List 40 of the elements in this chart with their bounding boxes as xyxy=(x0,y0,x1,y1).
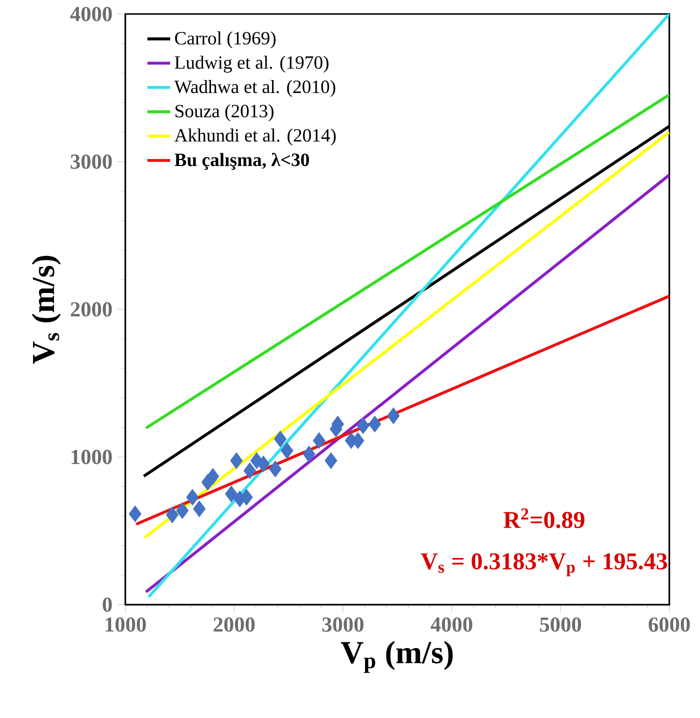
y-tick-label: 1000 xyxy=(72,450,112,464)
point xyxy=(274,430,287,448)
y-tick-label: 4000 xyxy=(70,6,112,22)
legend-label: Carrol (1969) xyxy=(175,31,276,48)
point xyxy=(268,460,282,478)
point xyxy=(312,432,326,449)
point xyxy=(230,452,243,469)
point xyxy=(302,446,316,462)
point xyxy=(356,417,370,434)
x-axis-title: V$_{p}$ (m/s) xyxy=(340,640,453,673)
point xyxy=(280,442,294,459)
x-tick-label: 6000 xyxy=(648,617,690,632)
x-tick-label: 3000 xyxy=(322,617,364,632)
point xyxy=(176,502,189,519)
point xyxy=(368,416,382,432)
point xyxy=(206,468,220,485)
legend-label: Ludwig et al. (1970) xyxy=(174,56,328,73)
point xyxy=(244,462,256,479)
y-tick-label: 3000 xyxy=(70,154,112,169)
annotation: V$_{s}$ = 0.3183*V$_{p}$ + 195.43 xyxy=(420,553,668,576)
legend-label: Wadhwa et al. (2010) xyxy=(174,80,336,97)
point xyxy=(186,489,199,506)
x-tick-label: 4000 xyxy=(430,617,472,632)
x-tick-label: 1000 xyxy=(106,617,146,632)
annotation: R$^{2}$=0.89 xyxy=(504,508,584,528)
point xyxy=(225,486,238,502)
y-tick-label: 0 xyxy=(102,597,112,612)
legend-label: Souza (2013) xyxy=(176,104,274,122)
y-axis-title: V$_{s}$ (m/s) xyxy=(32,256,61,364)
point xyxy=(193,500,206,518)
x-tick-label: 5000 xyxy=(540,617,582,632)
y-tick-label: 2000 xyxy=(70,302,112,317)
point xyxy=(387,408,400,424)
legend-label: Akhundi et al. (2014) xyxy=(174,128,336,146)
point xyxy=(324,452,338,469)
legend-label: Bu çalışma, λ<30 xyxy=(174,152,309,170)
point xyxy=(128,506,142,522)
point xyxy=(257,456,270,472)
point xyxy=(166,506,178,524)
x-tick-label: 2000 xyxy=(214,617,255,632)
